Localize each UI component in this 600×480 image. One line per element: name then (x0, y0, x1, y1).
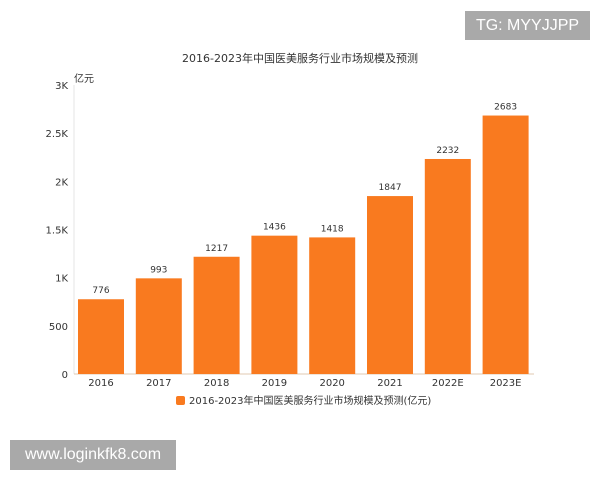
data-label: 2683 (494, 103, 517, 113)
bar-2016[interactable] (78, 299, 124, 374)
x-tick-label: 2019 (262, 378, 287, 389)
x-tick-label: 2020 (319, 378, 344, 389)
x-tick-label: 2022E (432, 378, 464, 389)
x-tick-label: 2017 (146, 378, 171, 389)
bar-2023E[interactable] (482, 115, 529, 375)
bar-2017[interactable] (135, 278, 182, 374)
chart-title: 2016-2023年中国医美服务行业市场规模及预测 (182, 51, 418, 65)
x-tick-label: 2023E (490, 378, 522, 389)
watermark-tg: TG: MYYJJPP (465, 11, 590, 40)
bar-2018[interactable] (193, 256, 240, 374)
legend-swatch[interactable] (176, 396, 185, 405)
bar-2019[interactable] (251, 235, 298, 374)
y-tick-label: 500 (49, 322, 68, 333)
data-label: 1217 (205, 244, 228, 254)
data-label: 2232 (436, 146, 459, 156)
y-axis-unit: 亿元 (74, 72, 94, 85)
data-label: 1436 (263, 223, 286, 233)
watermark-url: www.loginkfk8.com (10, 440, 176, 470)
x-tick-label: 2016 (88, 378, 113, 389)
x-tick-label: 2021 (377, 378, 402, 389)
y-tick-label: 2K (55, 177, 68, 188)
y-tick-label: 0 (62, 370, 68, 381)
data-label: 776 (92, 286, 109, 296)
bar-2022E[interactable] (424, 158, 471, 374)
data-label: 1847 (379, 183, 402, 193)
x-tick-label: 2018 (204, 378, 229, 389)
y-tick-label: 1K (55, 274, 68, 285)
data-label: 1418 (321, 224, 344, 234)
y-tick-label: 1.5K (46, 226, 69, 237)
bar-2021[interactable] (367, 196, 413, 374)
legend-label[interactable]: 2016-2023年中国医美服务行业市场规模及预测(亿元) (189, 394, 431, 407)
bar-2020[interactable] (309, 237, 356, 374)
y-tick-label: 3K (55, 81, 68, 92)
data-label: 993 (150, 265, 167, 275)
y-tick-label: 2.5K (46, 129, 69, 140)
